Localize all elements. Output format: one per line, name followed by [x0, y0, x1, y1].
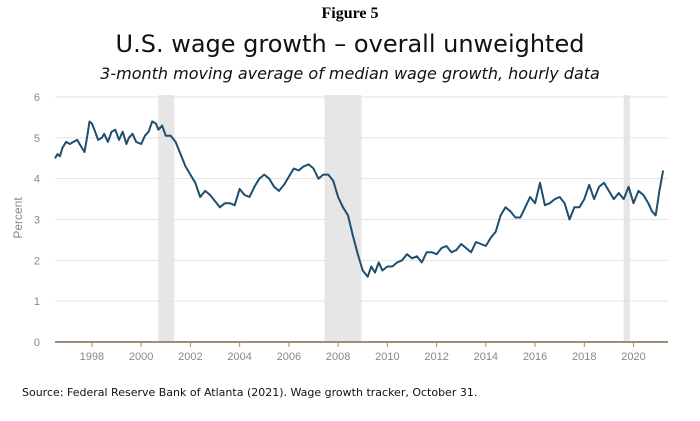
- x-tick-label: 2012: [424, 351, 448, 363]
- y-tick-label: 4: [34, 174, 40, 186]
- x-tick-label: 2006: [277, 351, 301, 363]
- x-tick-label: 1998: [80, 351, 104, 363]
- x-axis-ticks: 1998 2000 2002 2004 2006 2008 2010 2012 2014 2016…: [80, 342, 646, 363]
- y-tick-label: 0: [34, 337, 40, 349]
- x-tick-label: 2016: [523, 351, 547, 363]
- recession-band-2: [623, 95, 630, 342]
- y-tick-label: 5: [34, 133, 40, 145]
- x-tick-label: 2008: [326, 351, 350, 363]
- recession-band-1: [324, 95, 362, 342]
- y-axis-ticks: 0 1 2 3 4 5 6: [34, 92, 40, 349]
- x-tick-label: 2002: [178, 351, 202, 363]
- recession-bands: [158, 95, 630, 342]
- series-line-overall-unweighted: [54, 120, 665, 278]
- x-tick-label: 2010: [375, 351, 399, 363]
- x-tick-label: 2020: [621, 351, 645, 363]
- x-tick-label: 2018: [572, 351, 596, 363]
- source-note: Source: Federal Reserve Bank of Atlanta …: [22, 386, 478, 399]
- figure-label: Figure 5: [321, 5, 379, 22]
- y-axis-label: Percent: [11, 197, 25, 239]
- y-tick-label: 6: [34, 92, 40, 104]
- y-tick-label: 3: [34, 215, 40, 227]
- recession-band-0: [158, 95, 175, 342]
- line-chart: 0 1 2 3 4 5 6 1998 2000 2002 2004 2006 2008 2010 2012…: [11, 92, 668, 363]
- x-tick-label: 2014: [474, 351, 498, 363]
- y-tick-label: 2: [34, 255, 40, 267]
- gridlines: [55, 96, 668, 343]
- x-tick-label: 2004: [227, 351, 251, 363]
- y-tick-label: 1: [34, 296, 40, 308]
- chart-title: U.S. wage growth – overall unweighted: [115, 30, 585, 58]
- x-tick-label: 2000: [129, 351, 153, 363]
- chart-subtitle: 3-month moving average of median wage gr…: [100, 64, 600, 83]
